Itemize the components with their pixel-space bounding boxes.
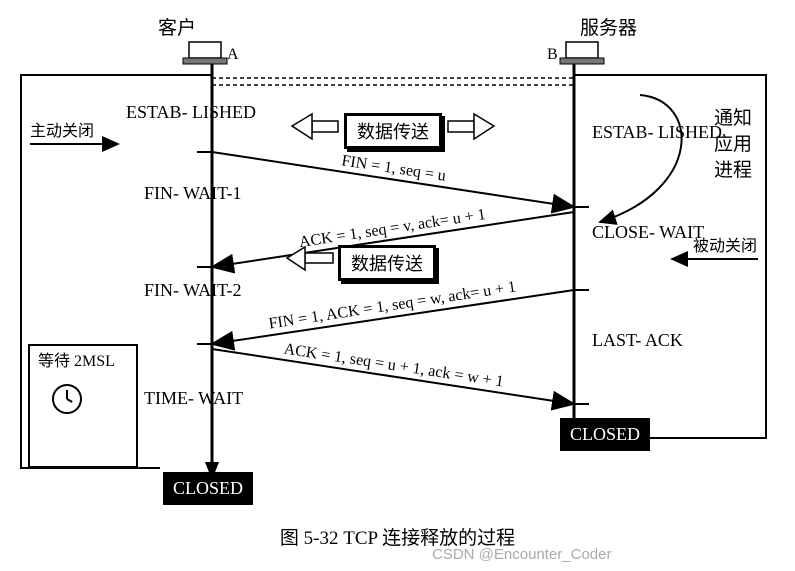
- watermark: CSDN @Encounter_Coder: [432, 546, 611, 563]
- server-title: 服务器: [580, 18, 637, 41]
- closed-client: CLOSED: [163, 472, 253, 505]
- notify3: 进程: [714, 160, 752, 183]
- state-established-server: ESTAB- LISHED: [592, 122, 722, 144]
- closed-server: CLOSED: [560, 418, 650, 451]
- data-transfer-box-mid: 数据传送: [338, 245, 436, 281]
- client-computer-icon: [183, 42, 227, 64]
- state-timewait: TIME- WAIT: [144, 388, 243, 410]
- state-closewait: CLOSE- WAIT: [592, 222, 704, 244]
- label-B: B: [547, 45, 558, 64]
- state-finwait1: FIN- WAIT-1: [144, 183, 242, 205]
- msg3-text: FIN = 1, ACK = 1, seq = w, ack= u + 1: [268, 278, 518, 332]
- state-established-client: ESTAB- LISHED: [126, 102, 256, 124]
- clock-icon: [52, 384, 82, 414]
- tcp-release-diagram: FIN = 1, seq = u ACK = 1, seq = v, ack= …: [0, 0, 795, 571]
- label-A: A: [227, 45, 239, 64]
- wait-2msl-label: 等待 2MSL: [38, 352, 115, 371]
- state-finwait2: FIN- WAIT-2: [144, 280, 242, 302]
- server-computer-icon: [560, 42, 604, 64]
- client-title: 客户: [158, 18, 196, 41]
- active-close-label: 主动关闭: [30, 122, 94, 141]
- figure-caption: 图 5-32 TCP 连接释放的过程: [0, 523, 795, 550]
- data-transfer-box-top: 数据传送: [344, 113, 442, 149]
- diagram-svg: FIN = 1, seq = u ACK = 1, seq = v, ack= …: [0, 0, 795, 571]
- state-lastack: LAST- ACK: [592, 330, 683, 352]
